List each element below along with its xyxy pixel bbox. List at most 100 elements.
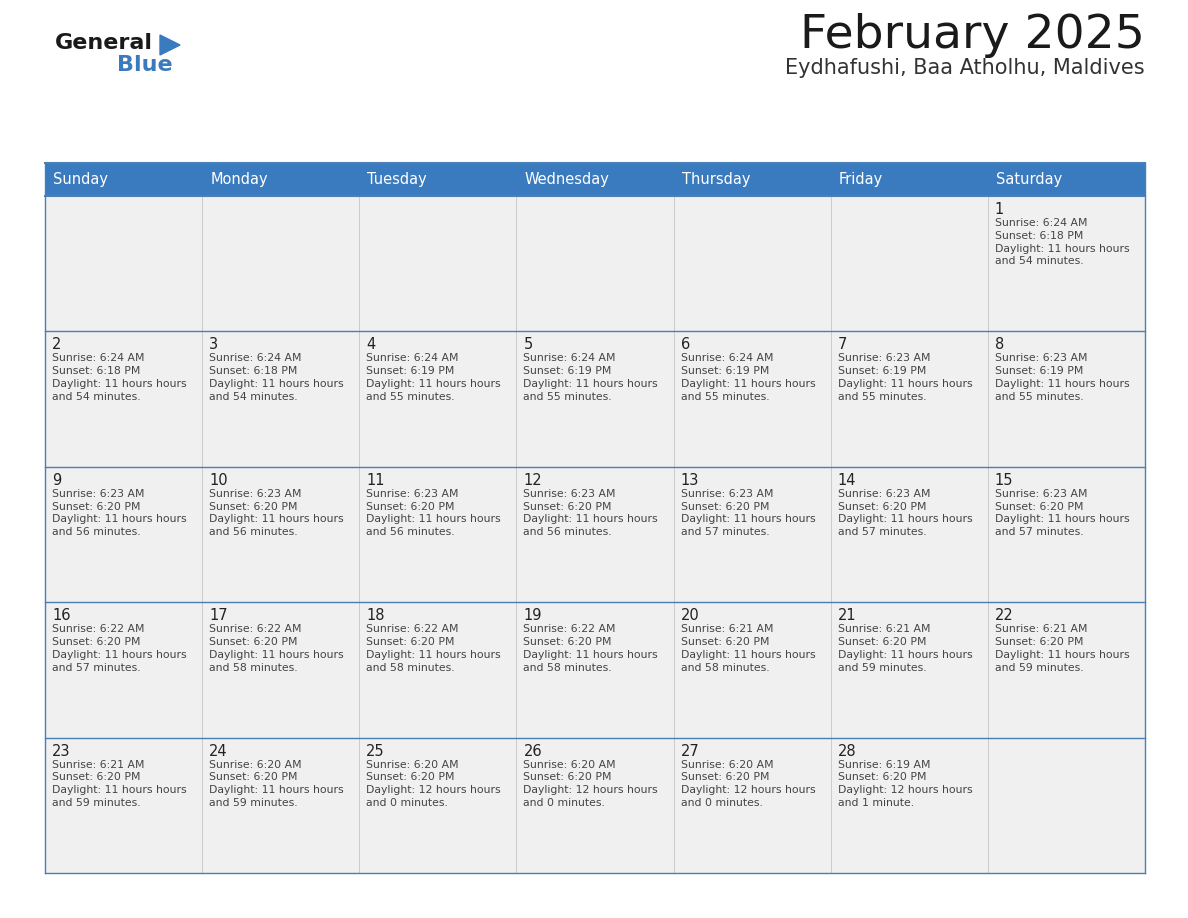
Text: 16: 16	[52, 609, 70, 623]
Text: and 55 minutes.: and 55 minutes.	[524, 392, 612, 402]
Text: Daylight: 11 hours hours: Daylight: 11 hours hours	[994, 379, 1130, 389]
Bar	[674, 196, 830, 331]
Bar	[517, 196, 674, 331]
Text: 8: 8	[994, 338, 1004, 353]
Text: Daylight: 11 hours hours: Daylight: 11 hours hours	[52, 514, 187, 524]
Text: Daylight: 11 hours hours: Daylight: 11 hours hours	[366, 379, 501, 389]
Text: Sunset: 6:20 PM: Sunset: 6:20 PM	[681, 501, 769, 511]
Text: Daylight: 12 hours hours: Daylight: 12 hours hours	[838, 785, 972, 795]
Text: and 57 minutes.: and 57 minutes.	[994, 527, 1083, 537]
Text: Daylight: 11 hours hours: Daylight: 11 hours hours	[524, 650, 658, 660]
Text: Sunrise: 6:24 AM: Sunrise: 6:24 AM	[994, 218, 1087, 228]
Text: Daylight: 11 hours hours: Daylight: 11 hours hours	[994, 514, 1130, 524]
Text: Sunset: 6:20 PM: Sunset: 6:20 PM	[366, 501, 455, 511]
Text: and 1 minute.: and 1 minute.	[838, 798, 914, 808]
Text: Sunrise: 6:21 AM: Sunrise: 6:21 AM	[838, 624, 930, 634]
Text: Sunrise: 6:22 AM: Sunrise: 6:22 AM	[524, 624, 615, 634]
Bar	[359, 331, 517, 466]
Text: Sunset: 6:20 PM: Sunset: 6:20 PM	[681, 772, 769, 782]
Text: Sunday: Sunday	[53, 172, 108, 187]
Bar	[45, 466, 202, 602]
Text: and 56 minutes.: and 56 minutes.	[209, 527, 298, 537]
Text: 18: 18	[366, 609, 385, 623]
Text: Sunset: 6:20 PM: Sunset: 6:20 PM	[524, 501, 612, 511]
Text: Sunrise: 6:23 AM: Sunrise: 6:23 AM	[366, 488, 459, 498]
Text: Sunset: 6:20 PM: Sunset: 6:20 PM	[209, 501, 298, 511]
Text: Daylight: 11 hours hours: Daylight: 11 hours hours	[209, 785, 343, 795]
Text: February 2025: February 2025	[801, 13, 1145, 58]
Bar	[359, 737, 517, 873]
Text: 21: 21	[838, 609, 857, 623]
Text: Daylight: 11 hours hours: Daylight: 11 hours hours	[366, 650, 501, 660]
Text: and 54 minutes.: and 54 minutes.	[209, 392, 298, 402]
Text: 2: 2	[52, 338, 62, 353]
Text: Sunset: 6:20 PM: Sunset: 6:20 PM	[209, 637, 298, 647]
Bar	[202, 331, 359, 466]
Text: Daylight: 11 hours hours: Daylight: 11 hours hours	[52, 785, 187, 795]
Text: Sunrise: 6:22 AM: Sunrise: 6:22 AM	[52, 624, 145, 634]
Text: Sunrise: 6:23 AM: Sunrise: 6:23 AM	[838, 488, 930, 498]
Text: Daylight: 11 hours hours: Daylight: 11 hours hours	[838, 379, 972, 389]
Text: and 57 minutes.: and 57 minutes.	[838, 527, 927, 537]
Text: Sunrise: 6:23 AM: Sunrise: 6:23 AM	[838, 353, 930, 364]
Text: Sunset: 6:19 PM: Sunset: 6:19 PM	[524, 366, 612, 376]
Text: Daylight: 11 hours hours: Daylight: 11 hours hours	[681, 514, 815, 524]
Text: Daylight: 11 hours hours: Daylight: 11 hours hours	[838, 514, 972, 524]
Text: and 59 minutes.: and 59 minutes.	[209, 798, 298, 808]
Text: Sunrise: 6:23 AM: Sunrise: 6:23 AM	[524, 488, 615, 498]
Text: and 55 minutes.: and 55 minutes.	[994, 392, 1083, 402]
Bar	[517, 466, 674, 602]
Text: Sunrise: 6:23 AM: Sunrise: 6:23 AM	[209, 488, 302, 498]
Text: Sunrise: 6:21 AM: Sunrise: 6:21 AM	[681, 624, 773, 634]
Bar	[359, 163, 517, 196]
Text: 28: 28	[838, 744, 857, 758]
Text: Blue: Blue	[116, 55, 172, 75]
Text: 22: 22	[994, 609, 1013, 623]
Text: Sunrise: 6:19 AM: Sunrise: 6:19 AM	[838, 759, 930, 769]
Bar	[674, 163, 830, 196]
Text: Sunrise: 6:23 AM: Sunrise: 6:23 AM	[52, 488, 145, 498]
Text: and 59 minutes.: and 59 minutes.	[994, 663, 1083, 673]
Bar	[45, 331, 202, 466]
Text: Daylight: 11 hours hours: Daylight: 11 hours hours	[52, 650, 187, 660]
Text: 4: 4	[366, 338, 375, 353]
Bar	[45, 737, 202, 873]
Bar	[674, 602, 830, 737]
Text: 23: 23	[52, 744, 70, 758]
Text: and 54 minutes.: and 54 minutes.	[52, 392, 140, 402]
Text: 3: 3	[209, 338, 219, 353]
Text: and 54 minutes.: and 54 minutes.	[994, 256, 1083, 266]
Text: Sunrise: 6:21 AM: Sunrise: 6:21 AM	[994, 624, 1087, 634]
Bar	[359, 602, 517, 737]
Text: Sunset: 6:20 PM: Sunset: 6:20 PM	[366, 772, 455, 782]
Text: Sunrise: 6:20 AM: Sunrise: 6:20 AM	[209, 759, 302, 769]
Text: and 0 minutes.: and 0 minutes.	[524, 798, 606, 808]
Bar	[988, 196, 1145, 331]
Text: Daylight: 11 hours hours: Daylight: 11 hours hours	[52, 379, 187, 389]
Text: and 56 minutes.: and 56 minutes.	[366, 527, 455, 537]
Text: Sunset: 6:20 PM: Sunset: 6:20 PM	[209, 772, 298, 782]
Text: Sunset: 6:20 PM: Sunset: 6:20 PM	[838, 637, 927, 647]
Text: Sunset: 6:20 PM: Sunset: 6:20 PM	[994, 501, 1083, 511]
Text: Monday: Monday	[210, 172, 267, 187]
Text: Daylight: 12 hours hours: Daylight: 12 hours hours	[524, 785, 658, 795]
Text: Sunrise: 6:20 AM: Sunrise: 6:20 AM	[366, 759, 459, 769]
Text: Sunrise: 6:24 AM: Sunrise: 6:24 AM	[524, 353, 615, 364]
Text: Sunset: 6:20 PM: Sunset: 6:20 PM	[838, 772, 927, 782]
Bar	[988, 466, 1145, 602]
Text: and 56 minutes.: and 56 minutes.	[524, 527, 612, 537]
Bar	[830, 602, 988, 737]
Bar	[674, 737, 830, 873]
Text: Sunset: 6:20 PM: Sunset: 6:20 PM	[994, 637, 1083, 647]
Text: 11: 11	[366, 473, 385, 487]
Text: 15: 15	[994, 473, 1013, 487]
Text: Sunrise: 6:24 AM: Sunrise: 6:24 AM	[209, 353, 302, 364]
Text: Sunrise: 6:24 AM: Sunrise: 6:24 AM	[52, 353, 145, 364]
Text: Sunset: 6:18 PM: Sunset: 6:18 PM	[209, 366, 297, 376]
Text: Daylight: 11 hours hours: Daylight: 11 hours hours	[366, 514, 501, 524]
Text: 6: 6	[681, 338, 690, 353]
Text: Daylight: 11 hours hours: Daylight: 11 hours hours	[209, 650, 343, 660]
Text: and 0 minutes.: and 0 minutes.	[681, 798, 763, 808]
Bar	[202, 602, 359, 737]
Bar	[517, 331, 674, 466]
